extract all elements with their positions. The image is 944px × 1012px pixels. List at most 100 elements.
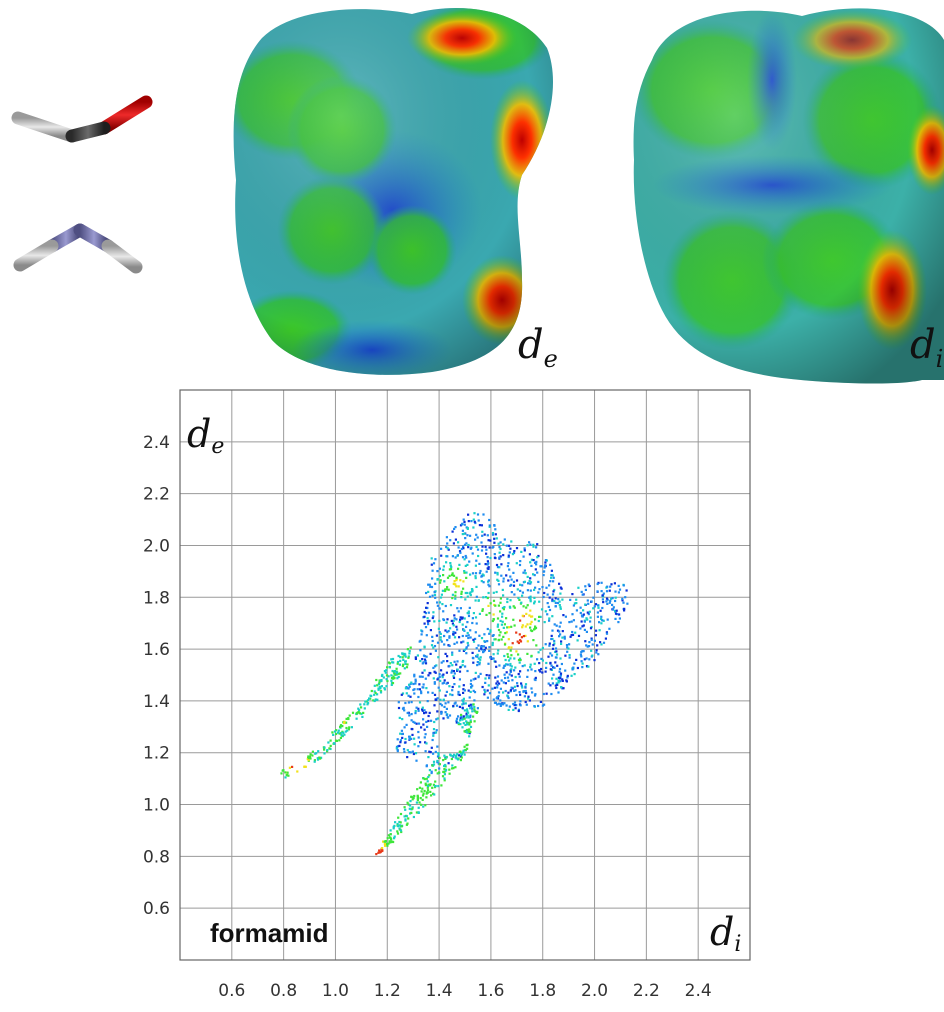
fingerprint-point <box>590 638 593 641</box>
fingerprint-point <box>453 753 456 756</box>
fingerprint-point <box>538 600 541 603</box>
fingerprint-point <box>460 641 463 644</box>
fingerprint-point <box>495 682 498 685</box>
fingerprint-point <box>503 538 506 541</box>
fingerprint-point <box>422 792 425 795</box>
fingerprint-point <box>539 700 542 703</box>
fingerprint-point <box>400 830 403 834</box>
fingerprint-point <box>626 602 629 605</box>
fingerprint-point <box>497 649 500 652</box>
fingerprint-point <box>596 615 599 618</box>
fingerprint-point <box>429 751 432 754</box>
fingerprint-point <box>377 851 380 854</box>
fingerprint-point <box>487 662 490 665</box>
carbon-atom <box>65 121 111 197</box>
fingerprint-point <box>407 817 410 820</box>
fingerprint-point <box>407 694 410 697</box>
fingerprint-point <box>423 622 426 625</box>
fingerprint-point <box>390 658 393 661</box>
fingerprint-point <box>466 534 469 537</box>
fingerprint-point <box>521 614 524 617</box>
fingerprint-point <box>362 711 365 714</box>
fingerprint-point <box>431 764 434 767</box>
fingerprint-point <box>464 702 467 705</box>
fingerprint-point <box>588 641 591 644</box>
fingerprint-point <box>438 601 442 604</box>
fingerprint-point <box>496 703 499 706</box>
fingerprint-point <box>526 623 529 626</box>
fingerprint-point <box>360 706 363 709</box>
fingerprint-point <box>618 617 621 620</box>
fingerprint-point <box>336 731 340 734</box>
fingerprint-point <box>401 664 404 668</box>
fingerprint-point <box>461 634 464 638</box>
fingerprint-plot: 0.6 0.8 1.0 1.2 1.4 1.6 1.8 2.0 2.2 2.40.60.81.01… <box>143 389 751 1001</box>
fingerprint-point <box>335 732 338 736</box>
fingerprint-point <box>438 767 441 770</box>
fingerprint-point <box>515 631 518 634</box>
fingerprint-point <box>535 644 538 647</box>
fingerprint-point <box>457 567 460 570</box>
fingerprint-point <box>559 675 562 678</box>
fingerprint-point <box>473 699 476 702</box>
fingerprint-point <box>441 676 444 679</box>
fingerprint-point <box>466 743 469 746</box>
fingerprint-point <box>460 713 463 716</box>
fingerprint-point <box>426 784 430 787</box>
fingerprint-point <box>471 710 474 713</box>
fingerprint-point <box>491 546 494 549</box>
fingerprint-point <box>476 655 479 658</box>
fingerprint-point <box>588 658 591 661</box>
fingerprint-point <box>504 658 507 662</box>
fingerprint-point <box>496 675 500 678</box>
fingerprint-point <box>433 720 436 724</box>
fingerprint-point <box>554 601 557 604</box>
fingerprint-point <box>475 533 478 536</box>
fingerprint-point <box>436 604 439 607</box>
fingerprint-point <box>417 745 420 748</box>
fingerprint-point <box>454 766 457 769</box>
fingerprint-point <box>453 580 456 583</box>
fingerprint-point <box>463 543 467 546</box>
fingerprint-point <box>533 574 536 577</box>
fingerprint-point <box>429 790 432 793</box>
fingerprint-point <box>513 606 516 609</box>
fingerprint-point <box>470 520 473 523</box>
fingerprint-point <box>481 608 484 611</box>
fingerprint-point <box>441 775 445 778</box>
fingerprint-point <box>475 622 478 625</box>
fingerprint-point <box>554 684 557 687</box>
fingerprint-point <box>397 745 400 748</box>
fingerprint-point <box>462 697 465 700</box>
fingerprint-point <box>413 743 416 746</box>
fingerprint-point <box>507 655 510 658</box>
fingerprint-point <box>465 625 468 628</box>
fingerprint-point <box>450 757 453 761</box>
fingerprint-point <box>441 603 444 606</box>
fingerprint-point <box>557 681 560 684</box>
fingerprint-point <box>480 647 483 650</box>
fingerprint-point <box>492 613 495 616</box>
fingerprint-point <box>535 560 538 563</box>
fingerprint-point <box>431 738 434 742</box>
fingerprint-point <box>408 652 411 655</box>
fingerprint-point <box>307 756 310 760</box>
fingerprint-point <box>519 560 522 563</box>
fingerprint-point <box>460 715 463 718</box>
fingerprint-point <box>358 712 361 715</box>
fingerprint-point <box>449 562 452 565</box>
fingerprint-point <box>446 542 449 545</box>
fingerprint-point <box>343 733 346 736</box>
fingerprint-point <box>507 554 510 557</box>
fingerprint-point <box>406 663 409 666</box>
fingerprint-point <box>551 677 554 680</box>
fingerprint-point <box>438 675 441 678</box>
fingerprint-point <box>519 589 522 592</box>
fingerprint-point <box>568 654 571 657</box>
fingerprint-point <box>501 588 504 591</box>
fingerprint-point <box>413 794 416 798</box>
fingerprint-point <box>448 685 451 688</box>
fingerprint-point <box>608 627 611 630</box>
fingerprint-point <box>422 661 425 664</box>
fingerprint-point <box>468 704 471 707</box>
